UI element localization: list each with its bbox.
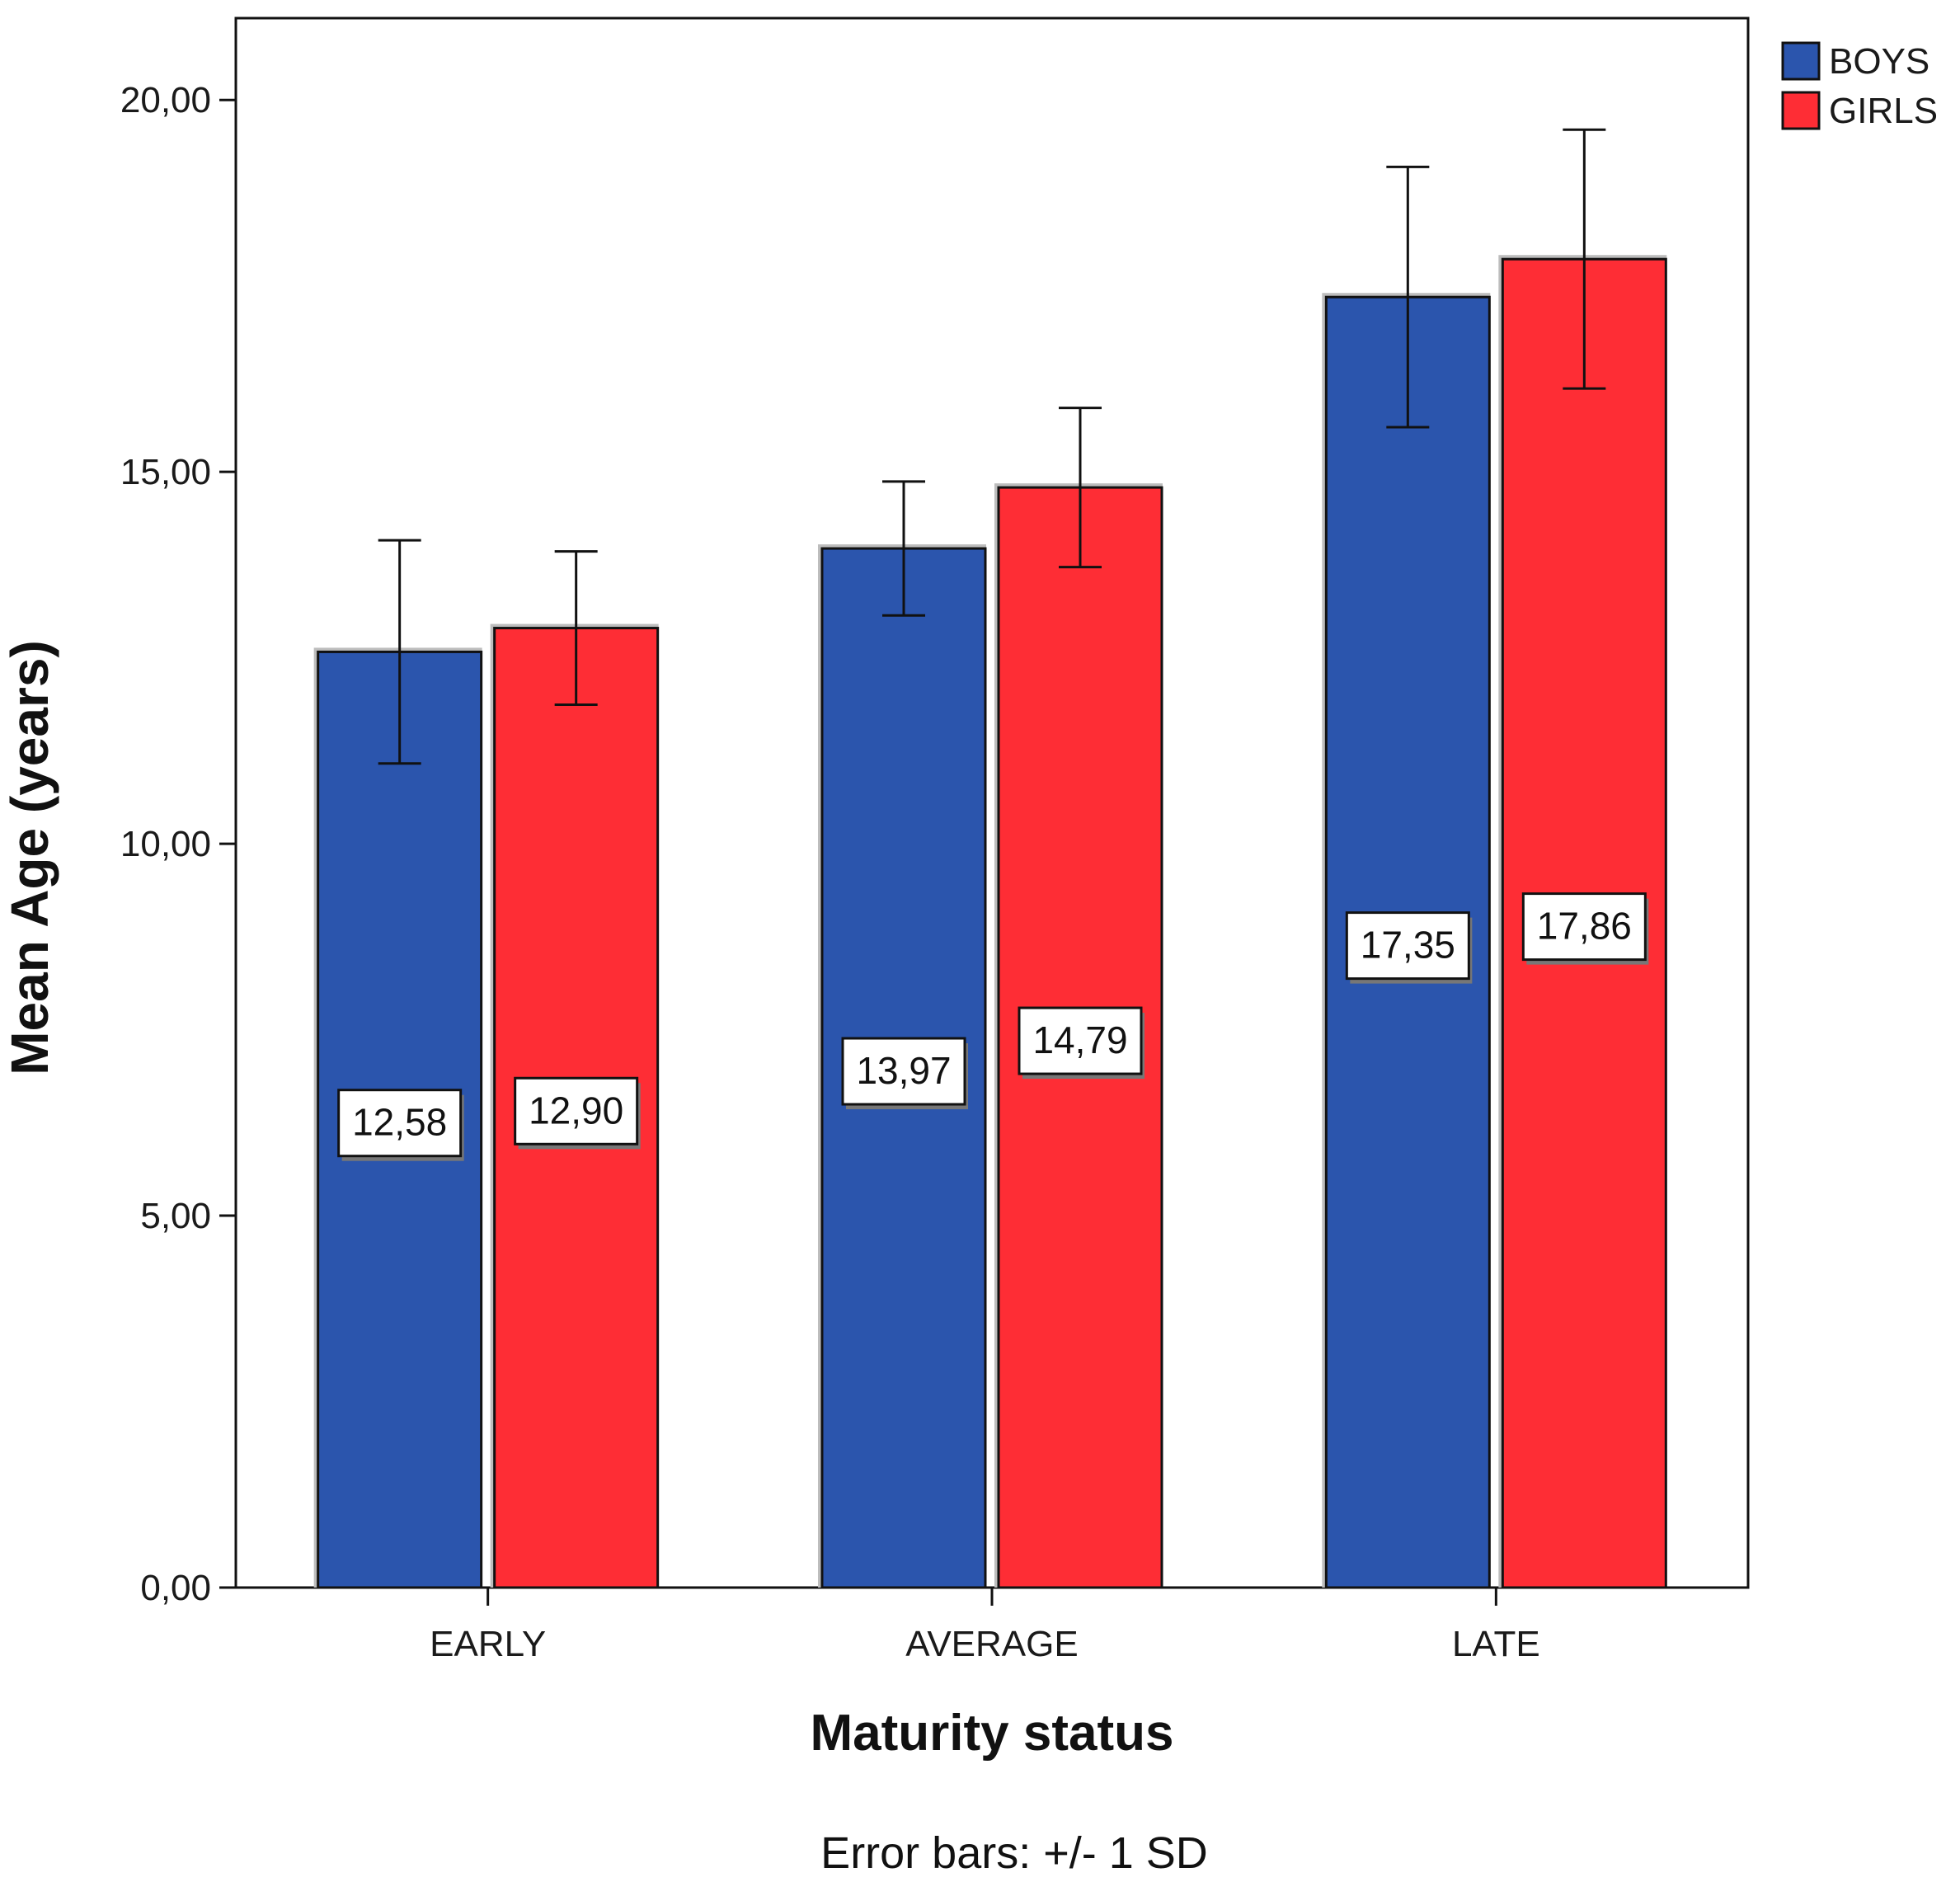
- error-bar-girls-late: [1563, 128, 1606, 390]
- svg-text:12,58: 12,58: [352, 1101, 447, 1144]
- error-bar-girls-average: [1059, 407, 1102, 569]
- y-axis: 0,00 5,00 10,00 15,00 20,00: [120, 80, 236, 1608]
- legend-label: GIRLS: [1829, 91, 1938, 131]
- y-tick-label: 5,00: [140, 1196, 211, 1236]
- legend-swatch: [1781, 91, 1821, 130]
- plot-area: [234, 16, 1750, 1589]
- svg-text:14,79: 14,79: [1032, 1019, 1127, 1061]
- y-tick-label: 15,00: [120, 452, 211, 492]
- x-tick-label-early: EARLY: [430, 1624, 546, 1664]
- data-label-boys-early: 12,58: [337, 1089, 464, 1161]
- svg-text:13,97: 13,97: [856, 1049, 951, 1092]
- svg-text:12,90: 12,90: [529, 1089, 623, 1131]
- error-bars-footnote: Error bars: +/- 1 SD: [820, 1828, 1208, 1878]
- data-label-girls-early: 12,90: [514, 1076, 641, 1150]
- y-axis-title: Mean Age (years): [0, 640, 59, 1075]
- data-labels-layer: 12,58 12,90 13,97 14,79 17,35 17,86: [337, 892, 1649, 1161]
- x-axis: EARLY AVERAGE LATE: [430, 1588, 1540, 1664]
- y-tick-label: 20,00: [120, 80, 211, 120]
- error-bar-boys-average: [882, 480, 925, 617]
- x-axis-title: Maturity status: [811, 1705, 1174, 1762]
- legend-item-girls: GIRLS: [1781, 91, 1938, 131]
- data-label-boys-average: 13,97: [841, 1037, 968, 1110]
- y-tick-label: 10,00: [120, 824, 211, 864]
- legend-swatch: [1781, 41, 1821, 81]
- legend-label: BOYS: [1829, 41, 1929, 82]
- error-bar-boys-late: [1386, 165, 1430, 429]
- legend: BOYS GIRLS: [1781, 41, 1938, 131]
- x-tick-label-late: LATE: [1452, 1624, 1540, 1664]
- legend-item-boys: BOYS: [1781, 41, 1929, 82]
- svg-text:17,86: 17,86: [1537, 905, 1632, 948]
- error-bar-girls-early: [554, 550, 598, 706]
- x-tick-label-average: AVERAGE: [905, 1624, 1078, 1664]
- data-label-boys-late: 17,35: [1345, 911, 1473, 984]
- svg-text:17,35: 17,35: [1361, 924, 1455, 967]
- y-tick-label: 0,00: [140, 1568, 211, 1608]
- data-label-girls-late: 17,86: [1521, 892, 1649, 965]
- data-label-girls-average: 14,79: [1018, 1006, 1145, 1080]
- error-bar-boys-early: [378, 539, 421, 765]
- error-bars-layer: [378, 128, 1606, 765]
